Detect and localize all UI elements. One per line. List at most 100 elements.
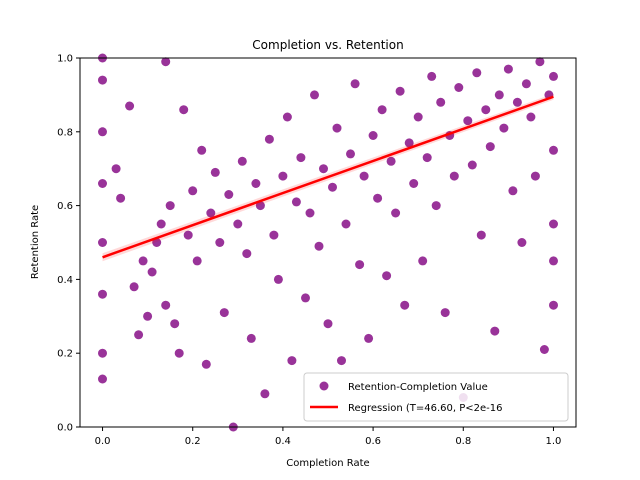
data-point <box>517 238 527 247</box>
data-point <box>341 219 351 229</box>
data-point <box>395 86 405 96</box>
data-point <box>328 182 337 192</box>
legend-scatter-marker <box>319 381 329 391</box>
data-point <box>530 171 540 181</box>
data-point <box>219 308 229 318</box>
data-point <box>246 333 256 343</box>
data-point <box>350 79 360 89</box>
data-point <box>143 311 153 321</box>
data-point <box>449 171 459 181</box>
data-point <box>269 230 279 240</box>
data-point <box>242 249 252 259</box>
data-point <box>260 389 270 399</box>
data-point <box>210 167 220 177</box>
data-point <box>156 219 166 229</box>
x-axis-ticks: 0.0 0.2 0.4 0.6 0.8 1.0 <box>95 427 562 447</box>
data-point <box>174 348 184 358</box>
y-axis-label: Retention Rate <box>30 205 41 279</box>
data-point <box>215 238 225 247</box>
chart-title: Completion vs. Retention <box>252 38 403 52</box>
data-point <box>197 145 207 155</box>
data-point <box>431 201 441 211</box>
data-point <box>206 208 216 218</box>
data-point <box>161 300 171 310</box>
data-point <box>98 238 107 247</box>
data-point <box>521 79 531 89</box>
data-point <box>323 319 333 329</box>
x-axis-label: Completion Rate <box>286 458 369 469</box>
data-point <box>481 105 491 115</box>
data-point <box>161 57 171 67</box>
data-point <box>490 326 500 336</box>
data-point <box>499 123 509 133</box>
legend-label-regression: Regression (T=46.60, P<2e-16 <box>348 403 503 414</box>
data-point <box>98 127 107 137</box>
data-point <box>98 289 107 299</box>
data-point <box>282 112 292 122</box>
data-point <box>422 153 432 163</box>
data-point <box>98 75 107 85</box>
data-point <box>237 156 247 166</box>
data-point <box>436 97 446 107</box>
data-point <box>463 116 473 126</box>
data-point <box>201 359 211 369</box>
data-point <box>165 201 175 211</box>
data-point <box>147 267 157 277</box>
data-point <box>224 190 234 199</box>
y-tick-label: 0.4 <box>57 275 73 286</box>
data-point <box>539 345 549 354</box>
data-point <box>332 123 342 133</box>
regression-line-group <box>102 95 554 259</box>
data-point <box>391 208 401 218</box>
data-point <box>233 219 243 229</box>
data-point <box>526 112 536 122</box>
data-point <box>377 105 387 115</box>
data-point <box>359 171 369 181</box>
data-point <box>355 260 365 270</box>
data-point <box>251 179 261 188</box>
data-point <box>296 153 306 163</box>
y-tick-label: 0.2 <box>57 349 73 360</box>
data-point <box>319 164 328 174</box>
data-point <box>98 348 107 358</box>
data-point <box>409 179 419 188</box>
data-point <box>278 171 288 181</box>
data-point <box>512 97 522 107</box>
data-point <box>255 201 265 211</box>
data-point <box>346 149 355 159</box>
data-point <box>440 308 450 318</box>
data-point <box>373 193 383 203</box>
data-point <box>503 64 513 74</box>
data-point <box>549 256 558 266</box>
y-tick-label: 0.8 <box>57 127 73 138</box>
y-axis-ticks: 0.0 0.2 0.4 0.6 0.8 1.0 <box>57 54 80 434</box>
data-point <box>305 208 315 218</box>
data-point <box>494 90 504 100</box>
x-tick-label: 0.6 <box>365 436 381 447</box>
data-point <box>382 271 392 281</box>
data-point <box>314 241 324 251</box>
data-point <box>273 274 283 284</box>
data-point <box>152 238 162 247</box>
legend-label-scatter: Retention-Completion Value <box>348 382 488 393</box>
x-tick-label: 1.0 <box>546 436 562 447</box>
data-point <box>337 356 346 366</box>
data-point <box>549 71 558 81</box>
data-point <box>427 71 437 81</box>
data-point <box>467 160 477 170</box>
regression-line <box>102 95 554 259</box>
x-tick-label: 0.8 <box>455 436 471 447</box>
data-point <box>418 256 428 266</box>
data-point <box>310 90 319 100</box>
data-point <box>188 186 198 196</box>
data-point <box>508 186 518 196</box>
data-point <box>116 193 126 203</box>
data-point <box>472 68 482 78</box>
data-point <box>549 145 558 155</box>
x-tick-label: 0.0 <box>95 436 111 447</box>
data-point <box>192 256 202 266</box>
data-point <box>170 319 180 329</box>
data-point <box>287 356 297 366</box>
data-point <box>535 57 545 67</box>
